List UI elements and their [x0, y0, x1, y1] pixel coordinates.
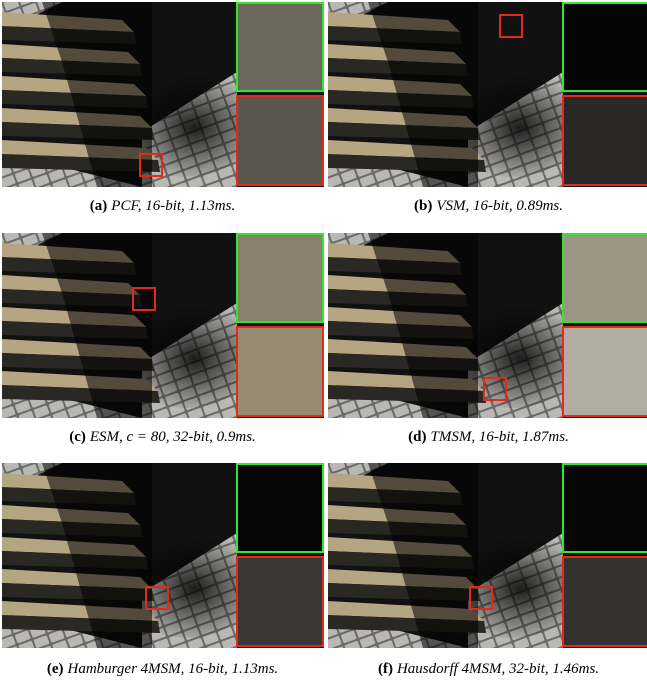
caption-text: TMSM, 16-bit, 1.87ms.: [431, 429, 569, 445]
inset-bottom: [237, 557, 323, 646]
render-image: [2, 233, 324, 418]
inset-bottom: [563, 96, 647, 185]
inset-top: [237, 3, 323, 91]
subfigure-label: (b): [414, 198, 432, 214]
inset-top: [563, 464, 647, 552]
caption-text: Hausdorff 4MSM, 32-bit, 1.46ms.: [397, 661, 599, 677]
inset-bottom: [563, 327, 647, 416]
inset-top: [563, 234, 647, 322]
inset-top: [237, 234, 323, 322]
inset-bottom: [237, 96, 323, 185]
inset-top: [563, 3, 647, 91]
caption-text: VSM, 16-bit, 0.89ms.: [436, 198, 563, 214]
caption: (b)VSM, 16-bit, 0.89ms.: [327, 198, 647, 215]
caption: (c)ESM, c = 80, 32-bit, 0.9ms.: [1, 429, 324, 446]
subfigure-label: (e): [47, 661, 64, 677]
subfigure-label: (d): [408, 429, 426, 445]
subfigure-label: (c): [69, 429, 86, 445]
figure: (a)PCF, 16-bit, 1.13ms.(b)VSM, 16-bit, 0…: [0, 0, 647, 685]
inset-top: [237, 464, 323, 552]
subfigure-label: (a): [90, 198, 108, 214]
render-image: [328, 2, 647, 187]
caption: (f) Hausdorff 4MSM, 32-bit, 1.46ms.: [327, 661, 647, 678]
caption-text: ESM, c = 80, 32-bit, 0.9ms.: [90, 429, 256, 445]
inset-bottom: [563, 557, 647, 646]
caption: (a)PCF, 16-bit, 1.13ms.: [1, 198, 324, 215]
inset-bottom: [237, 327, 323, 416]
render-image: [2, 463, 324, 648]
render-image: [328, 233, 647, 418]
caption-text: Hamburger 4MSM, 16-bit, 1.13ms.: [67, 661, 278, 677]
caption: (d) TMSM, 16-bit, 1.87ms.: [327, 429, 647, 446]
caption: (e)Hamburger 4MSM, 16-bit, 1.13ms.: [1, 661, 324, 678]
render-image: [2, 2, 324, 187]
caption-text: PCF, 16-bit, 1.13ms.: [111, 198, 235, 214]
render-image: [328, 463, 647, 648]
subfigure-label: (f): [378, 661, 393, 677]
